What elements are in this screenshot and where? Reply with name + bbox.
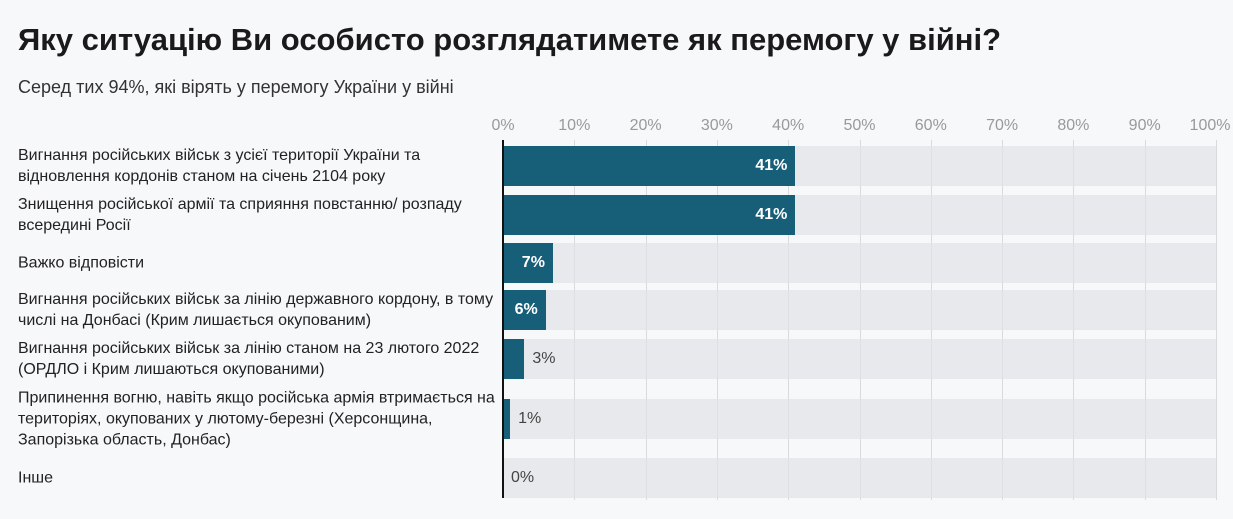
bar: [503, 339, 525, 379]
bar-row: Вигнання російських військ з усієї терит…: [0, 146, 1233, 186]
bar: [503, 399, 511, 439]
category-label: Припинення вогню, навіть якщо російська …: [18, 389, 495, 449]
bar: [503, 195, 796, 235]
bar-track: 3%: [503, 339, 1216, 379]
value-label: 41%: [755, 206, 788, 223]
y-axis-line: [502, 140, 504, 498]
bar-row: Вигнання російських військ за лінію стан…: [0, 339, 1233, 379]
category-label: Інше: [18, 469, 54, 487]
category-label: Вигнання російських військ за лінію стан…: [18, 340, 480, 378]
bar-row: Важко відповісти 7%: [0, 243, 1233, 283]
category-label: Вигнання російських військ за лінію держ…: [18, 291, 494, 329]
value-label: 1%: [518, 410, 542, 427]
bar-row: Припинення вогню, навіть якщо російська …: [0, 389, 1233, 449]
bar: [503, 146, 796, 186]
x-tick-label: 60%: [914, 117, 947, 134]
value-label: 3%: [532, 350, 556, 367]
x-tick-label: 100%: [1189, 117, 1231, 134]
bar-track: 7%: [503, 243, 1216, 283]
x-tick-label: 10%: [558, 117, 591, 134]
bar-row: Інше 0%: [0, 458, 1233, 498]
x-tick-label: 40%: [772, 117, 805, 134]
gridline: [1216, 140, 1217, 500]
category-label: Вигнання російських військ з усієї терит…: [18, 147, 421, 185]
chart-subtitle: Серед тих 94%, які вірять у перемогу Укр…: [18, 77, 454, 97]
x-tick-label: 90%: [1128, 117, 1161, 134]
value-label: 6%: [514, 301, 538, 318]
x-tick-label: 30%: [700, 117, 733, 134]
bar-row: Знищення російської армії та сприяння по…: [0, 195, 1233, 235]
bar: [503, 290, 546, 330]
bar-track: 6%: [503, 290, 1216, 330]
x-tick-label: 70%: [986, 117, 1019, 134]
category-label: Важко відповісти: [18, 254, 145, 272]
x-tick-label: 0%: [491, 117, 515, 134]
bar-track: 0%: [503, 458, 1216, 498]
bar-track: 41%: [503, 146, 1216, 186]
bar-row: Вигнання російських військ за лінію держ…: [0, 290, 1233, 330]
category-label: Знищення російської армії та сприяння по…: [18, 196, 462, 234]
x-tick-label: 50%: [843, 117, 876, 134]
chart-title: Яку ситуацію Ви особисто розглядатимете …: [18, 22, 1002, 57]
x-tick-label: 20%: [629, 117, 662, 134]
x-tick-label: 80%: [1057, 117, 1090, 134]
bar-track: 41%: [503, 195, 1216, 235]
value-label: 41%: [755, 157, 788, 174]
bar-track: 1%: [503, 399, 1216, 439]
value-label: 7%: [521, 254, 545, 271]
value-label: 0%: [511, 469, 535, 486]
bar: [503, 243, 553, 283]
